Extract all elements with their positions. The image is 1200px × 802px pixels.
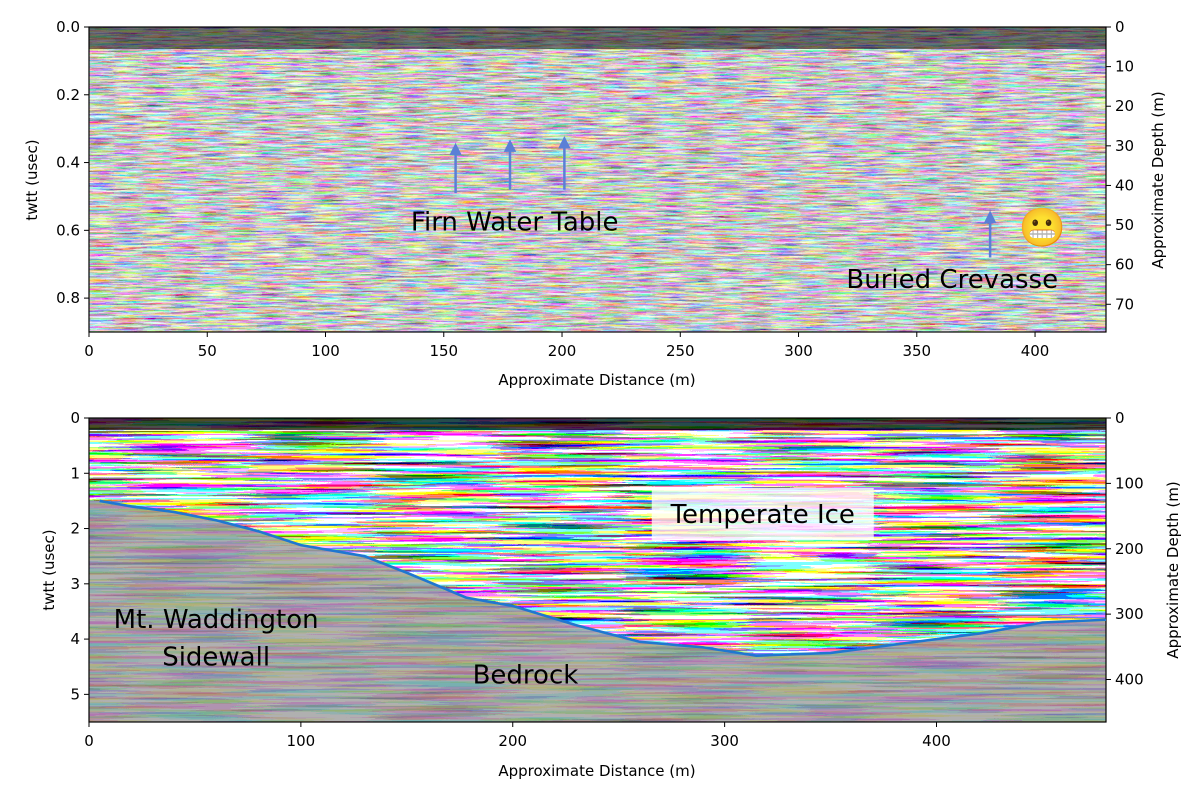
x-tick-label: 300 [710,732,739,750]
x-tick-label: 150 [429,342,458,360]
top-y-axis-label-right: Approximate Depth (m) [1149,91,1167,268]
y-tick-label: 1 [70,464,80,482]
x-tick-label: 350 [902,342,931,360]
annotation-text: Temperate Ice [670,500,855,530]
bottom-x-axis-label: Approximate Distance (m) [498,762,695,780]
bottom-y-axis-label: twtt (usec) [40,529,58,610]
annotation-box [651,488,874,541]
top-y-axis-label: twtt (usec) [23,139,41,220]
top-y-ticks: 0.0 0.2 0.4 0.6 0.8 [56,18,89,307]
bottom-y-axis-label-right: Approximate Depth (m) [1164,481,1182,658]
annotation-text: Buried Crevasse [846,265,1058,295]
annotation-text: Firn Water Table [411,207,619,237]
depth-tick-label: 60 [1115,256,1134,274]
depth-tick-label: 0 [1115,409,1125,427]
top-x-ticks: 0 50 100 150 200 250 300 350 400 [84,332,1049,360]
x-tick-label: 250 [666,342,695,360]
bottom-y-ticks: 0 1 2 3 4 5 [70,409,89,703]
y-tick-label: 4 [70,630,80,648]
x-tick-label: 50 [198,342,217,360]
depth-tick-label: 30 [1115,137,1134,155]
x-tick-label: 400 [1021,342,1050,360]
x-tick-label: 0 [84,732,94,750]
y-tick-label: 0.6 [56,221,80,239]
y-tick-label: 2 [70,520,80,538]
x-tick-label: 100 [287,732,316,750]
annotation-text: Bedrock [473,660,579,690]
depth-tick-label: 100 [1115,474,1144,492]
bottom-annotations: Temperate Ice Mt. Waddington Sidewall Bedro… [114,488,874,690]
annotation-text: Mt. Waddington [114,605,319,635]
depth-tick-label: 40 [1115,176,1134,194]
top-radargram [89,27,1106,332]
x-tick-label: 0 [84,342,94,360]
bottom-plot-frame [88,417,1107,723]
bedrock-line [99,499,1107,657]
x-tick-label: 100 [311,342,340,360]
x-tick-label: 200 [498,732,527,750]
y-tick-label: 0 [70,409,80,427]
y-tick-label: 0.2 [56,86,80,104]
top-radargram-texture [89,27,1106,332]
grimace-emoji: 😬 [1018,206,1065,250]
depth-tick-label: 200 [1115,540,1144,558]
depth-tick-label: 0 [1115,18,1125,36]
y-tick-label: 3 [70,575,80,593]
depth-tick-label: 300 [1115,605,1144,623]
y-tick-label: 0.0 [56,18,80,36]
depth-tick-label: 20 [1115,97,1134,115]
depth-tick-label: 70 [1115,295,1134,313]
top-plot-frame [88,26,1107,333]
y-tick-label: 0.4 [56,154,80,172]
depth-tick-label: 50 [1115,216,1134,234]
top-surface-band [89,27,1106,49]
bottom-x-ticks: 0 100 200 300 400 [84,722,951,750]
top-arrows [449,135,997,258]
annotation-text: Sidewall [162,643,270,673]
x-tick-label: 400 [922,732,951,750]
depth-tick-label: 400 [1115,671,1144,689]
bottom-surface-band [89,418,1106,430]
bottom-radargram [89,418,1106,722]
top-annotations: Firn Water Table Buried Crevasse 😬 [411,206,1066,295]
x-tick-label: 200 [548,342,577,360]
top-panel: 0 50 100 150 200 250 300 350 400 0.00.20.40.60.8… [23,18,1167,389]
x-tick-label: 300 [784,342,813,360]
top-y-ticks-right: 0 10 20 30 40 50 60 70 [1106,18,1134,313]
y-tick-label: 0.8 [56,289,80,307]
bedrock-region [89,500,1106,722]
bottom-y-ticks-right: 0 100 200 300 400 [1106,409,1144,689]
bedrock-reflector-line [99,499,1107,657]
top-x-axis-label: Approximate Distance (m) [498,371,695,389]
depth-tick-label: 10 [1115,58,1134,76]
bottom-panel: 0 100 200 300 400 0 1 2 3 4 5 0 100 200 300 400 Tempe… [40,409,1182,780]
y-tick-label: 5 [70,685,80,703]
